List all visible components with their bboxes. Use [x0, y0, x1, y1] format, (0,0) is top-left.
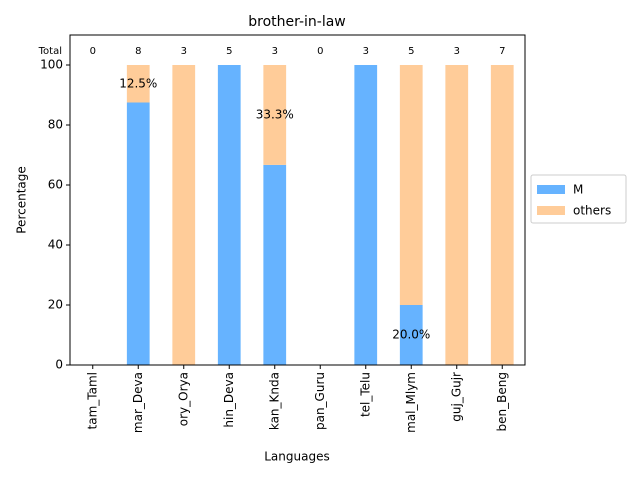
bar-segment: [263, 65, 287, 165]
total-label: 3: [181, 46, 187, 57]
legend-swatch: [537, 206, 565, 215]
bar-segment: [399, 305, 423, 365]
y-tick-label: 100: [40, 58, 63, 72]
x-tick-label: pan_Guru: [313, 372, 327, 430]
total-label: 5: [226, 46, 232, 57]
x-tick-label: ben_Beng: [495, 372, 509, 431]
plot-frame: [69, 34, 526, 366]
bar-segment: [172, 65, 196, 365]
bar-segment: [490, 65, 514, 365]
totals-label: Total: [38, 46, 62, 57]
legend-label: M: [573, 183, 583, 197]
bar-segment: [126, 65, 150, 103]
x-tick-label: mar_Deva: [131, 372, 145, 433]
total-label: 3: [454, 46, 460, 57]
value-label: 20.0%: [392, 328, 430, 342]
y-tick-label: 40: [48, 238, 63, 252]
total-label: 7: [499, 46, 505, 57]
bar-segment: [263, 164, 287, 365]
x-tick-label: mal_Mlym: [404, 372, 418, 433]
value-label: 12.5%: [119, 76, 157, 90]
total-label: 3: [363, 46, 369, 57]
bar-segment: [126, 102, 150, 365]
legend-label: others: [573, 204, 611, 218]
legend-swatch: [537, 185, 565, 194]
x-tick-label: tam_Taml: [85, 372, 99, 429]
value-label: 33.3%: [256, 107, 294, 121]
y-tick-label: 20: [48, 298, 63, 312]
x-tick-label: tel_Telu: [358, 372, 372, 417]
bar-segment: [354, 65, 378, 365]
x-tick-label: kan_Knda: [267, 372, 281, 430]
bar-segment: [399, 65, 423, 305]
bar-segment: [445, 65, 469, 365]
total-label: 8: [135, 46, 141, 57]
x-tick-label: hin_Deva: [222, 372, 236, 428]
bar-segment: [217, 65, 241, 365]
x-tick-label: ory_Orya: [176, 372, 190, 426]
total-label: 5: [408, 46, 414, 57]
total-label: 0: [90, 46, 96, 57]
y-tick-label: 80: [48, 118, 63, 132]
total-label: 3: [272, 46, 278, 57]
x-axis-label: Languages: [264, 450, 329, 464]
x-tick-label: guj_Gujr: [449, 372, 463, 422]
y-axis-label: Percentage: [15, 166, 29, 234]
y-tick-label: 0: [55, 358, 63, 372]
total-label: 0: [317, 46, 323, 57]
y-tick-label: 60: [48, 178, 63, 192]
chart-title: brother-in-law: [248, 14, 346, 30]
